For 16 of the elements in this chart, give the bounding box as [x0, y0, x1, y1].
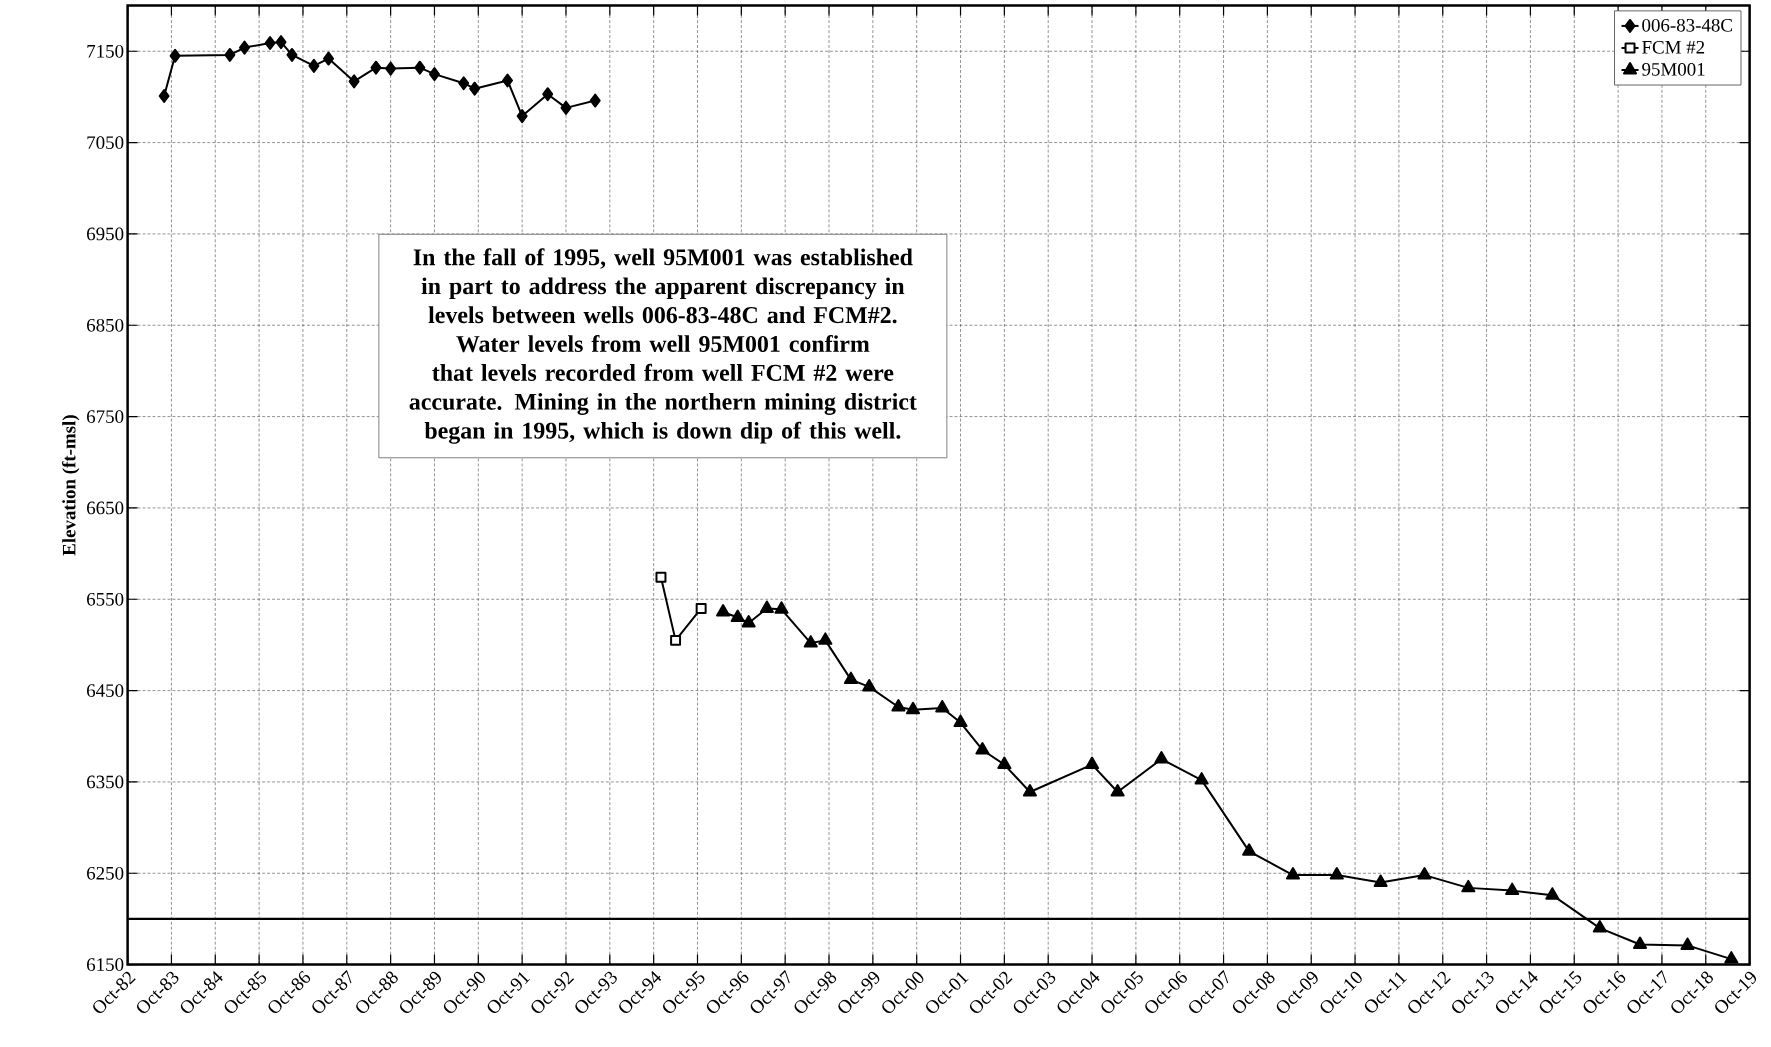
legend-label: 95M001: [1642, 62, 1705, 76]
legend-label: FCM #2: [1642, 40, 1705, 54]
y-tick-label: 6450: [87, 684, 124, 697]
y-tick-label: 7150: [87, 44, 124, 58]
y-tick-label: 6250: [87, 866, 124, 880]
y-tick-label: 6650: [87, 501, 124, 515]
legend-label: 006-83-48C: [1642, 18, 1732, 32]
y-tick-label: 6750: [87, 410, 124, 423]
y-tick-label: 7050: [87, 136, 124, 149]
annotation: In the fall of 1995, well 95M001 was established in part to address the apparent discrepancy in levels between wells 006-83-48C and FCM#2. Water levels from well 95M001 confirm that levels recorded from well FCM #2 were accurate. Mining in the northern mining district began in 1995, which is down dip of this well.: [409, 248, 917, 444]
y-tick-label: 6950: [87, 227, 124, 241]
y-tick-label: 6350: [87, 775, 124, 789]
y-tick-label: 6150: [87, 958, 124, 971]
y-axis-title: Elevation (ft-msl): [62, 415, 80, 556]
y-tick-label: 6550: [87, 592, 124, 606]
y-tick-label: 6850: [87, 318, 124, 332]
